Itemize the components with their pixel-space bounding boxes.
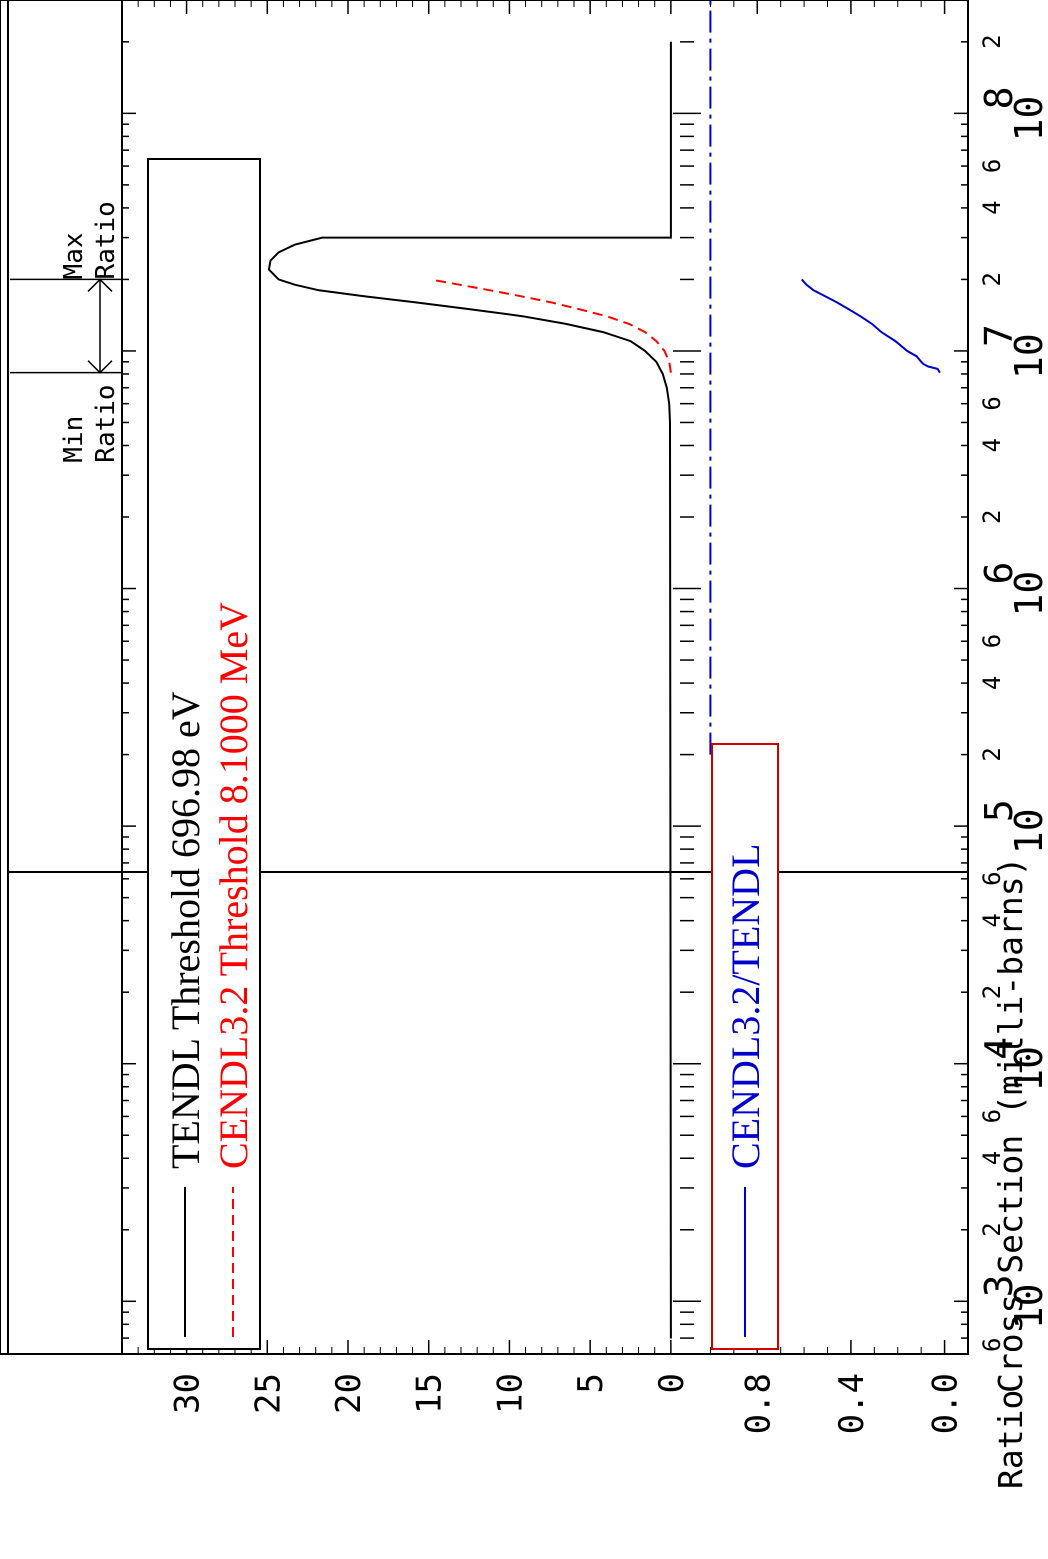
x-minor-label: 4 (978, 438, 1006, 452)
ratio-legend-box (711, 743, 779, 1350)
svg-text:10: 10 (1007, 333, 1048, 379)
svg-text:10: 10 (1007, 96, 1048, 142)
min-ratio-label: Ratio (91, 384, 121, 462)
x-minor-label: 2 (978, 272, 1006, 286)
legend-label: TENDL Threshold 696.98 eV (163, 691, 208, 1169)
svg-text:10: 10 (1007, 1284, 1048, 1330)
svg-text:10: 10 (1007, 808, 1048, 854)
legend-label: CENDL3.2 Threshold 8.1000 MeV (211, 602, 256, 1169)
x-minor-label: 6 (978, 396, 1006, 410)
y-tick-label: 15 (410, 1373, 450, 1414)
ratio-tick-label: 0.4 (832, 1373, 872, 1434)
xs-series-line-1 (430, 278, 672, 373)
x-minor-label: 2 (978, 985, 1006, 999)
annotation-bar (0, 0, 123, 1355)
x-decade-label: 104 (977, 1037, 1048, 1092)
ratio-tick-label: 0.8 (738, 1373, 778, 1434)
y-tick-label: 20 (329, 1373, 369, 1414)
x-minor-label: 2 (978, 747, 1006, 761)
cross-section-axis-title: Cross Section (milli-barns) (991, 857, 1030, 1393)
svg-text:8: 8 (977, 86, 1021, 109)
ratio-legend-label: CENDL3.2/TENDL (723, 843, 768, 1169)
x-decade-label: 105 (977, 799, 1048, 854)
x-minor-label: 4 (978, 200, 1006, 214)
y-tick-label: 30 (168, 1373, 208, 1414)
ratio-axis-title: Ratio (991, 1390, 1030, 1489)
svg-text:6: 6 (977, 562, 1021, 585)
svg-text:10: 10 (1007, 571, 1048, 617)
y-tick-label: 10 (490, 1373, 530, 1414)
y-tick-label: 5 (571, 1373, 611, 1393)
svg-text:3: 3 (977, 1274, 1021, 1297)
x-minor-label: 4 (978, 676, 1006, 690)
ratio-series-line-0 (800, 278, 941, 374)
x-decade-label: 107 (977, 324, 1048, 379)
x-minor-label: 4 (978, 1151, 1006, 1165)
x-minor-label: 4 (978, 913, 1006, 927)
max-ratio-label: Max (59, 232, 89, 279)
x-minor-label: 6 (978, 1109, 1006, 1123)
svg-text:5: 5 (977, 799, 1021, 822)
x-minor-label: 6 (978, 871, 1006, 885)
x-minor-label: 2 (978, 510, 1006, 524)
x-decade-label: 103 (977, 1274, 1048, 1329)
xs-legend-box (147, 158, 261, 1350)
max-ratio-label: Ratio (91, 201, 121, 279)
xs-series-line-0 (267, 41, 672, 1339)
x-minor-label: 6 (978, 159, 1006, 173)
ratio-tick-label: 0.0 (926, 1373, 966, 1434)
x-minor-label: 2 (978, 34, 1006, 48)
x-start-label: 6 (978, 1338, 1006, 1352)
svg-text:10: 10 (1007, 1046, 1048, 1092)
x-minor-label: 6 (978, 634, 1006, 648)
svg-text:4: 4 (977, 1037, 1021, 1060)
min-ratio-arrow (87, 360, 113, 374)
min-ratio-label: Min (59, 416, 89, 463)
x-minor-label: 2 (978, 1222, 1006, 1236)
cross-section-panel-frame (7, 0, 969, 873)
svg-text:7: 7 (977, 324, 1021, 347)
y-tick-label: 25 (248, 1373, 288, 1414)
max-ratio-arrow (87, 278, 113, 292)
x-decade-label: 108 (977, 86, 1048, 141)
y-tick-label: 0 (652, 1373, 692, 1393)
x-decade-label: 106 (977, 562, 1048, 617)
